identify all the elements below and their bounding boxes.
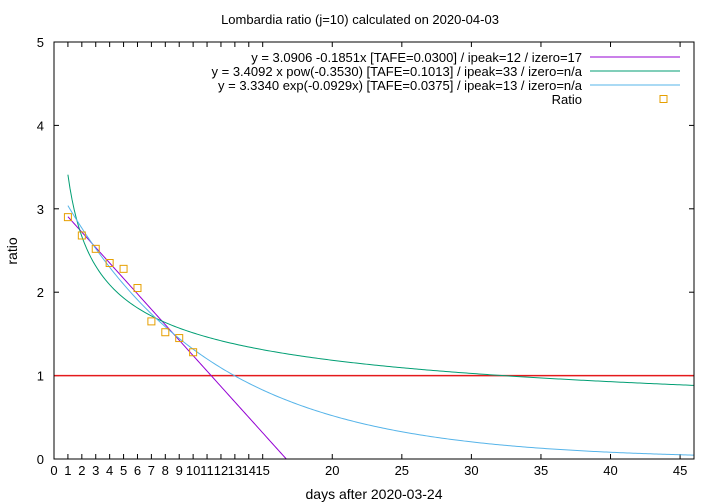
ratio-point [175, 334, 184, 343]
ratio-points [63, 213, 198, 357]
x-tick-label: 6 [134, 463, 141, 478]
legend-label: Ratio [552, 92, 582, 107]
x-tick-label: 40 [603, 463, 617, 478]
x-tick-label: 0 [50, 463, 57, 478]
ratio-point [63, 213, 72, 222]
x-tick-label: 14 [242, 463, 256, 478]
x-tick-label: 45 [673, 463, 687, 478]
chart-title: Lombardia ratio (j=10) calculated on 202… [221, 12, 499, 27]
y-tick-label: 3 [37, 202, 44, 217]
x-tick-label: 11 [200, 463, 214, 478]
x-tick-label: 2 [78, 463, 85, 478]
x-tick-label: 4 [106, 463, 113, 478]
axis-ticks [53, 41, 694, 460]
ratio-point [91, 244, 100, 253]
x-tick-label: 5 [120, 463, 127, 478]
plot-frame [53, 41, 695, 460]
ratio-point [119, 264, 128, 273]
x-tick-label: 7 [148, 463, 155, 478]
x-axis-label: days after 2020-03-24 [306, 486, 443, 502]
legend-label: y = 3.0906 -0.1851x [TAFE=0.0300] / ipea… [251, 50, 582, 65]
legend-point-sample [659, 95, 668, 103]
x-tick-label: 15 [255, 463, 269, 478]
x-tick-label: 30 [464, 463, 478, 478]
fit-curve-power [67, 174, 694, 386]
fit-curves [54, 174, 694, 459]
ratio-point [147, 317, 156, 326]
x-tick-label: 10 [186, 463, 200, 478]
x-tick-label: 13 [228, 463, 242, 478]
ratio-point [161, 328, 170, 337]
y-tick-label: 2 [37, 285, 44, 300]
ratio-point [189, 348, 198, 357]
fit-curve-exponential [67, 205, 694, 456]
x-tick-label: 9 [176, 463, 183, 478]
ratio-point [133, 284, 142, 293]
y-tick-label: 5 [37, 35, 44, 50]
legend-label: y = 3.4092 x pow(-0.3530) [TAFE=0.1013] … [212, 64, 583, 79]
legend-label: y = 3.3340 exp(-0.0929x) [TAFE=0.0375] /… [218, 78, 583, 93]
x-tick-label: 1 [64, 463, 71, 478]
y-axis-label: ratio [4, 237, 20, 264]
x-tick-label: 35 [534, 463, 548, 478]
x-tick-label: 20 [325, 463, 339, 478]
x-tick-label: 8 [162, 463, 169, 478]
ratio-point [77, 231, 86, 240]
y-tick-label: 4 [37, 118, 44, 133]
legend: y = 3.0906 -0.1851x [TAFE=0.0300] / ipea… [212, 50, 680, 107]
x-tick-label: 25 [395, 463, 409, 478]
y-tick-label: 1 [37, 369, 44, 384]
y-tick-label: 0 [37, 452, 44, 467]
x-tick-label: 12 [214, 463, 228, 478]
x-tick-label: 3 [92, 463, 99, 478]
ratio-point [105, 259, 114, 268]
